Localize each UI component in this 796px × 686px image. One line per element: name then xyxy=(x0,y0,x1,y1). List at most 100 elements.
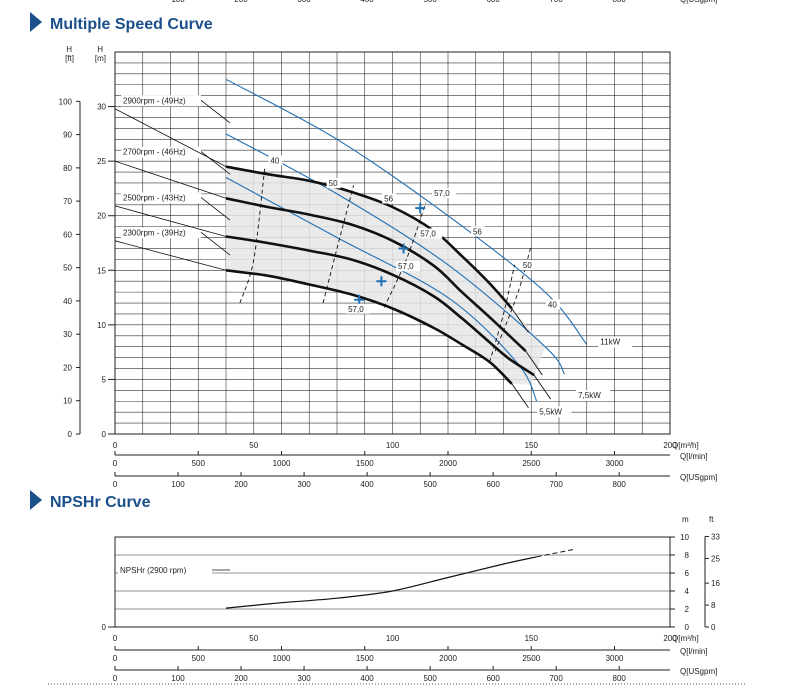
bep-marker-icon xyxy=(415,203,426,214)
speed-curve-tail xyxy=(511,383,529,409)
speed-label-leader xyxy=(200,99,231,124)
top-usgpm-tick-label: 200 xyxy=(234,0,248,4)
power-iso-line xyxy=(225,133,565,375)
npsh-q-tick-label: 200 xyxy=(663,634,677,643)
usgpm-tick-label: 0 xyxy=(113,480,118,489)
ft-tick-label: 80 xyxy=(63,164,72,173)
npsh-m-tick-label: 2 xyxy=(685,605,690,614)
npsh-q-tick-label: 100 xyxy=(386,634,400,643)
bep-marker-icon xyxy=(398,243,409,254)
efficiency-label-bg xyxy=(382,193,397,204)
usgpm-tick-label: 400 xyxy=(360,480,374,489)
npsh-ft-tick-label: 16 xyxy=(711,579,720,588)
usgpm-tick-label: 700 xyxy=(549,480,563,489)
npsh-m-tick-label: 4 xyxy=(685,587,690,596)
ft-tick-label: 0 xyxy=(68,430,73,439)
npsh-lmin-tick-label: 0 xyxy=(113,654,118,663)
npsh-plot-frame xyxy=(114,536,671,628)
npsh-m-unit: m xyxy=(682,515,689,524)
npsh-m-tick-label: 0 xyxy=(685,623,690,632)
speed-label-bg xyxy=(121,95,201,107)
multiple-speed-title: Multiple Speed Curve xyxy=(50,16,213,33)
top-usgpm-tick-label: 300 xyxy=(297,0,311,4)
efficiency-label: 57,0 xyxy=(434,189,450,198)
m-axis-unit: H xyxy=(97,45,103,54)
npsh-usgpm-tick-label: 300 xyxy=(297,674,311,683)
npsh-lmin-tick-label: 1500 xyxy=(356,654,374,663)
lmin-tick-label: 3000 xyxy=(606,459,624,468)
speed-label-leader xyxy=(200,232,231,256)
ft-tick-label: 50 xyxy=(63,264,72,273)
npsh-usgpm-tick-label: 100 xyxy=(171,674,185,683)
efficiency-label-bg xyxy=(520,260,535,271)
efficiency-label-bg xyxy=(346,303,371,314)
ft-tick-label: 20 xyxy=(63,363,72,372)
ft-tick-label: 40 xyxy=(63,297,72,306)
npshr-title: NPSHr Curve xyxy=(50,494,151,511)
npsh-lmin-axis-label: Q[l/min] xyxy=(680,647,708,656)
efficiency-line xyxy=(489,264,516,363)
efficiency-line xyxy=(494,245,532,352)
speed-curve-extension xyxy=(114,160,227,199)
npsh-ft-tick-label: 25 xyxy=(711,554,720,563)
usgpm-tick-label: 600 xyxy=(486,480,500,489)
m-tick-label: 0 xyxy=(102,430,107,439)
efficiency-label-bg xyxy=(545,299,560,310)
speed-curve-tail xyxy=(525,350,543,376)
npsh-m-tick-label: 8 xyxy=(685,551,690,560)
q-tick-label: 50 xyxy=(249,441,258,450)
lmin-axis-label: Q[l/min] xyxy=(680,452,708,461)
speed-label-leader xyxy=(200,151,231,175)
power-label: 5,5kW xyxy=(539,407,562,416)
efficiency-label: 50 xyxy=(329,179,338,188)
ft-tick-label: 90 xyxy=(63,131,72,140)
speed-label: 2700rpm - (46Hz) xyxy=(123,148,186,157)
speed-curve-extension xyxy=(114,205,227,237)
npshr-curve-dashed xyxy=(536,549,573,558)
ft-tick-label: 100 xyxy=(59,97,73,106)
efficiency-label: 56 xyxy=(473,227,482,236)
npsh-lmin-tick-label: 2000 xyxy=(439,654,457,663)
bep-marker-icon xyxy=(376,276,387,287)
efficiency-label: 40 xyxy=(548,300,557,309)
speed-label-bg xyxy=(121,146,201,158)
speed-label-bg xyxy=(121,192,201,204)
npsh-usgpm-tick-label: 800 xyxy=(613,674,627,683)
lmin-tick-label: 1500 xyxy=(356,459,374,468)
npsh-lmin-tick-label: 2500 xyxy=(522,654,540,663)
npsh-usgpm-tick-label: 500 xyxy=(423,674,437,683)
npsh-usgpm-tick-label: 0 xyxy=(113,674,118,683)
efficiency-label-bg xyxy=(268,155,283,166)
efficiency-label: 57,0 xyxy=(420,229,436,238)
lmin-tick-label: 2000 xyxy=(439,459,457,468)
power-label-bg xyxy=(598,336,633,348)
npshr-curve xyxy=(225,556,537,609)
q-tick-label: 200 xyxy=(663,441,677,450)
lmin-tick-label: 1000 xyxy=(273,459,291,468)
q-tick-label: 0 xyxy=(113,441,118,450)
efficiency-line xyxy=(383,202,427,308)
lmin-tick-label: 2500 xyxy=(522,459,540,468)
npsh-lmin-tick-label: 1000 xyxy=(273,654,291,663)
npsh-ft-tick-label: 33 xyxy=(711,532,720,541)
efficiency-label-bg xyxy=(418,228,443,239)
speed-curve-extension xyxy=(114,108,227,167)
speed-label: 2300rpm - (39Hz) xyxy=(123,228,186,237)
npsh-m-tick-label: 10 xyxy=(680,533,689,542)
npsh-lmin-tick-label: 3000 xyxy=(606,654,624,663)
bep-marker-icon xyxy=(354,294,365,305)
q-tick-label: 150 xyxy=(525,441,539,450)
npsh-lmin-tick-label: 500 xyxy=(192,654,206,663)
efficiency-label-bg xyxy=(432,188,457,199)
usgpm-tick-label: 200 xyxy=(234,480,248,489)
usgpm-tick-label: 300 xyxy=(297,480,311,489)
npshr-series-label: NPSHr (2900 rpm) xyxy=(120,566,187,575)
speed-curve xyxy=(225,269,513,385)
speed-label: 2900rpm - (49Hz) xyxy=(123,96,186,105)
npsh-usgpm-axis-label: Q[USgpm] xyxy=(680,667,717,676)
npsh-usgpm-tick-label: 400 xyxy=(360,674,374,683)
speed-curve xyxy=(225,197,527,353)
efficiency-label: 40 xyxy=(270,156,279,165)
